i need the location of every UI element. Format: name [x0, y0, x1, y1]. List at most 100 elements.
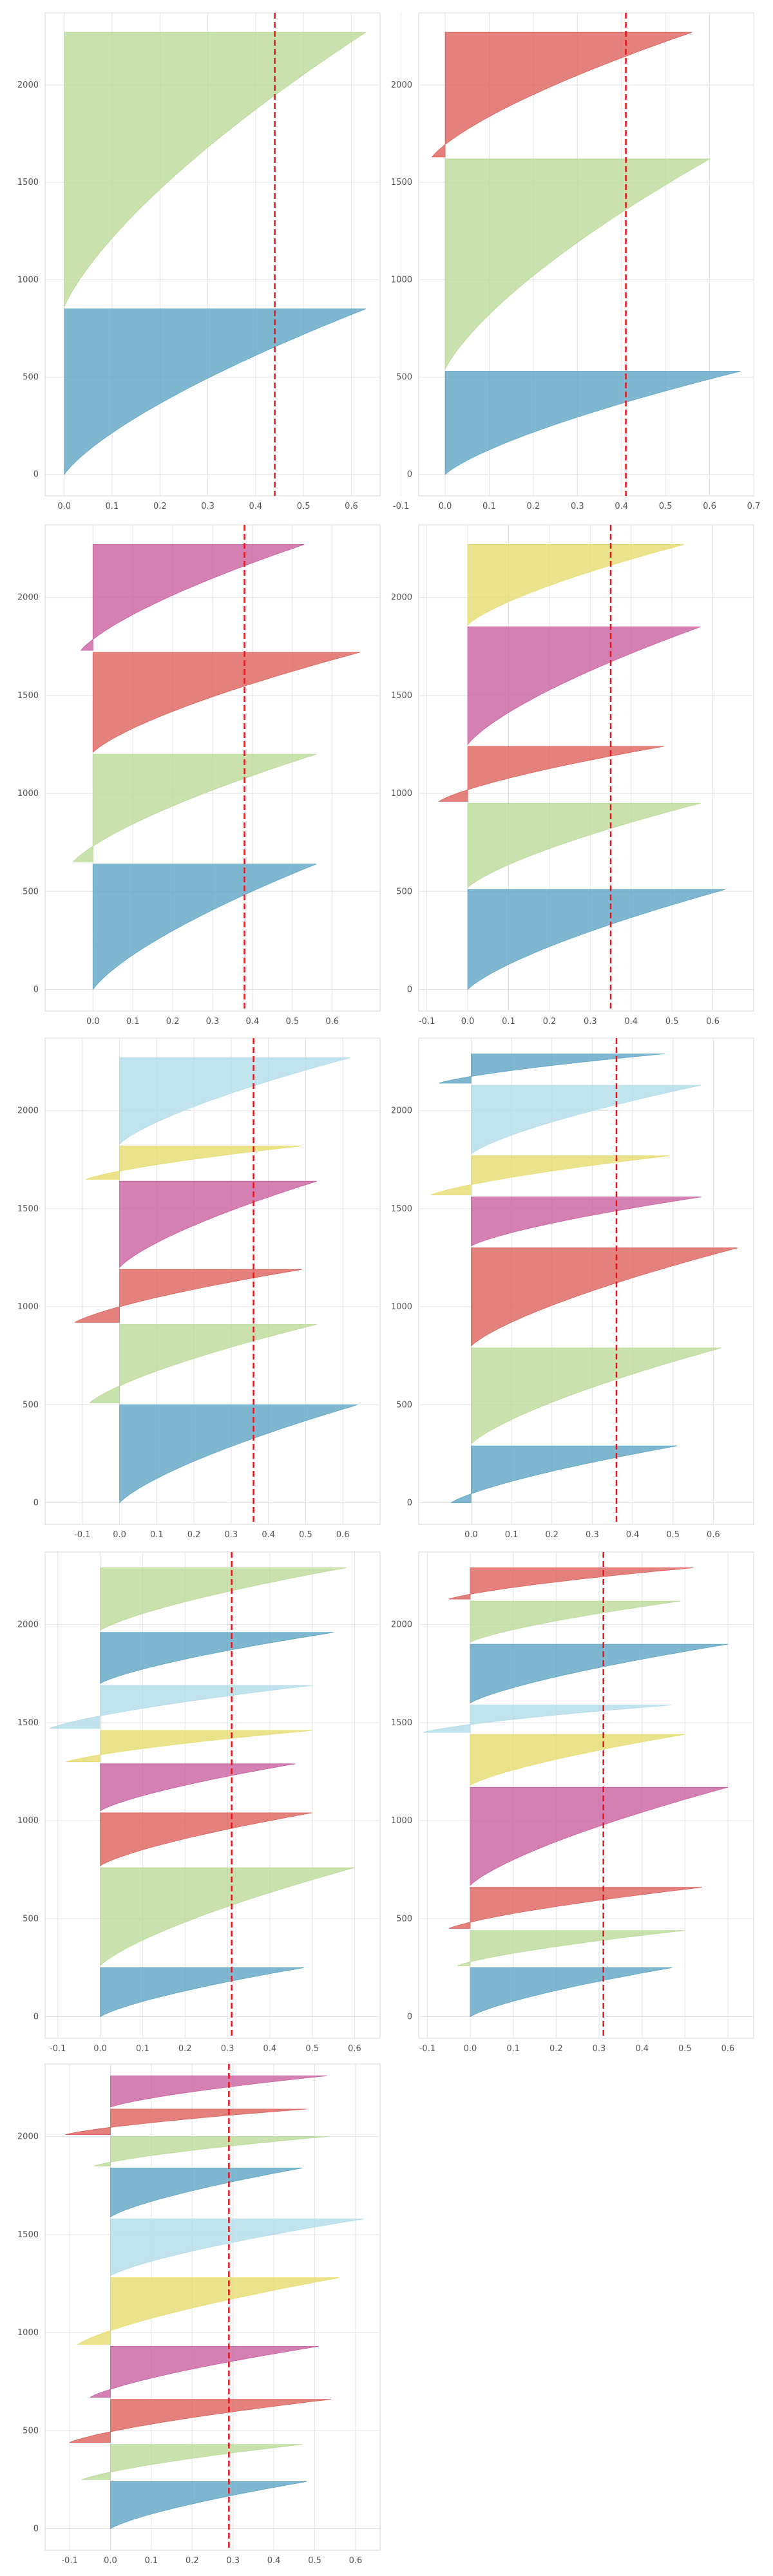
cluster-silhouette-8 — [93, 2136, 327, 2166]
y-tick-label: 500 — [23, 1400, 39, 1410]
x-tick-label: 0.3 — [571, 502, 584, 511]
y-tick-label: 1000 — [17, 789, 39, 799]
x-tick-label: 0.5 — [666, 1530, 680, 1540]
y-tick-label: 2000 — [17, 593, 39, 603]
x-tick-label: 0.1 — [506, 2044, 520, 2054]
x-tick-label: 0.6 — [703, 502, 716, 511]
cluster-silhouette-2 — [72, 753, 317, 862]
silhouette-panel-2: -0.1 0.0 0.1 0.2 0.3 0.4 0.5 0.6 0.7 0 500 1000 1500… — [391, 12, 760, 511]
y-tick-label: 1500 — [17, 1718, 39, 1728]
cluster-silhouette-1 — [444, 371, 741, 475]
y-tick-label: 0 — [407, 470, 412, 480]
x-tick-label: 0.3 — [201, 502, 215, 511]
x-tick-label: 0.1 — [106, 502, 119, 511]
x-tick-label: 0.0 — [464, 2044, 477, 2054]
cluster-silhouette-7 — [470, 1643, 729, 1704]
y-tick-label: 500 — [23, 2426, 39, 2436]
plot-area — [44, 1551, 381, 2039]
x-tick-label: 0.2 — [543, 1017, 557, 1027]
cluster-silhouette-4 — [119, 1180, 317, 1269]
x-tick-label: 0.0 — [464, 1530, 478, 1540]
y-tick-label: 500 — [396, 373, 412, 383]
cluster-silhouette-1 — [64, 308, 366, 475]
x-tick-label: 0.6 — [707, 1530, 720, 1540]
cluster-silhouette-7 — [100, 1632, 334, 1684]
y-tick-label: 1500 — [17, 1204, 39, 1214]
cluster-silhouette-2 — [64, 32, 367, 307]
cluster-silhouette-6 — [110, 2219, 364, 2277]
y-tick-label: 500 — [23, 373, 39, 383]
cluster-silhouette-2 — [467, 802, 701, 889]
cluster-silhouette-9 — [448, 1567, 694, 1600]
x-tick-label: 0.6 — [706, 1017, 720, 1027]
silhouette-panel-9: -0.1 0.0 0.1 0.2 0.3 0.4 0.5 0.6 0 500 1000 1500 200… — [17, 2063, 381, 2566]
cluster-silhouette-5 — [430, 1155, 669, 1195]
x-tick-label: 0.4 — [246, 1017, 260, 1027]
x-tick-label: 0.4 — [615, 502, 628, 511]
cluster-silhouette-5 — [86, 1146, 302, 1180]
x-tick-label: 0.4 — [267, 2556, 281, 2566]
x-tick-label: 0.1 — [145, 2556, 158, 2566]
cluster-silhouette-5 — [77, 2277, 339, 2345]
x-tick-label: 0.0 — [57, 502, 71, 511]
x-tick-label: 0.4 — [635, 2044, 649, 2054]
y-tick-label: 1500 — [391, 691, 412, 701]
y-tick-label: 2000 — [17, 1620, 39, 1630]
y-tick-label: 1000 — [391, 1302, 412, 1312]
x-tick-label: 0.5 — [678, 2044, 692, 2054]
y-tick-label: 1500 — [391, 1204, 412, 1214]
x-tick-label: 0.0 — [86, 1017, 100, 1027]
y-tick-label: 0 — [33, 1499, 39, 1508]
x-tick-label: 0.6 — [721, 2044, 735, 2054]
silhouette-panel-6: 0.0 0.1 0.2 0.3 0.4 0.5 0.6 0 500 1000 1500 2000 — [391, 1037, 754, 1540]
y-tick-label: 0 — [407, 1499, 412, 1508]
cluster-silhouette-4 — [100, 1763, 296, 1812]
silhouette-panel-3: 0.0 0.1 0.2 0.3 0.4 0.5 0.6 0 500 1000 1500 2000 — [17, 524, 381, 1027]
x-tick-label: 0.2 — [178, 2044, 192, 2054]
cluster-silhouette-5 — [467, 544, 685, 626]
x-tick-label: 0.4 — [263, 2044, 277, 2054]
y-tick-label: 1000 — [391, 1816, 412, 1826]
cluster-silhouette-4 — [80, 544, 305, 651]
x-tick-label: -0.1 — [74, 1530, 90, 1540]
x-tick-label: -0.1 — [393, 502, 409, 511]
y-tick-label: 1000 — [17, 1302, 39, 1312]
x-tick-label: 0.1 — [502, 1017, 515, 1027]
x-tick-label: 0.6 — [336, 1530, 350, 1540]
cluster-silhouette-1 — [119, 1404, 358, 1504]
x-tick-label: 0.3 — [225, 1530, 238, 1540]
x-tick-label: 0.5 — [297, 502, 310, 511]
x-tick-label: 0.5 — [285, 1017, 299, 1027]
silhouette-panel-4: -0.1 0.0 0.1 0.2 0.3 0.4 0.5 0.6 0 500 1000 1500 200… — [391, 524, 754, 1027]
cluster-silhouette-3 — [75, 1269, 302, 1323]
y-tick-label: 2000 — [17, 2132, 39, 2142]
x-tick-label: 0.1 — [150, 1530, 164, 1540]
silhouette-panel-8: -0.1 0.0 0.1 0.2 0.3 0.4 0.5 0.6 0 500 1000 1500 200… — [391, 1551, 754, 2054]
x-tick-label: 0.5 — [299, 1530, 312, 1540]
x-tick-label: 0.3 — [593, 2044, 606, 2054]
x-tick-label: 0.1 — [482, 502, 496, 511]
x-tick-label: -0.1 — [419, 2044, 435, 2054]
x-tick-label: 0.3 — [221, 2044, 234, 2054]
y-tick-label: 0 — [33, 2524, 39, 2534]
y-tick-label: 500 — [396, 887, 412, 896]
cluster-silhouette-2 — [457, 1930, 685, 1966]
cluster-silhouette-3 — [448, 1887, 703, 1929]
x-tick-label: 0.2 — [166, 1017, 180, 1027]
x-tick-label: 0.0 — [113, 1530, 126, 1540]
y-tick-label: 2000 — [391, 1106, 412, 1116]
x-tick-label: 0.2 — [153, 502, 167, 511]
cluster-silhouette-1 — [467, 889, 725, 990]
y-tick-label: 500 — [23, 887, 39, 896]
x-tick-label: 0.0 — [439, 502, 452, 511]
y-tick-label: 500 — [23, 1914, 39, 1924]
x-tick-label: 0.2 — [527, 502, 540, 511]
x-tick-label: -0.1 — [50, 2044, 66, 2054]
cluster-silhouette-1 — [92, 864, 317, 990]
cluster-silhouette-2 — [100, 1867, 355, 1967]
y-tick-label: 2000 — [391, 1620, 412, 1630]
cluster-silhouette-4 — [90, 2346, 319, 2398]
y-tick-label: 1500 — [391, 178, 412, 187]
cluster-silhouette-2 — [89, 1324, 317, 1403]
